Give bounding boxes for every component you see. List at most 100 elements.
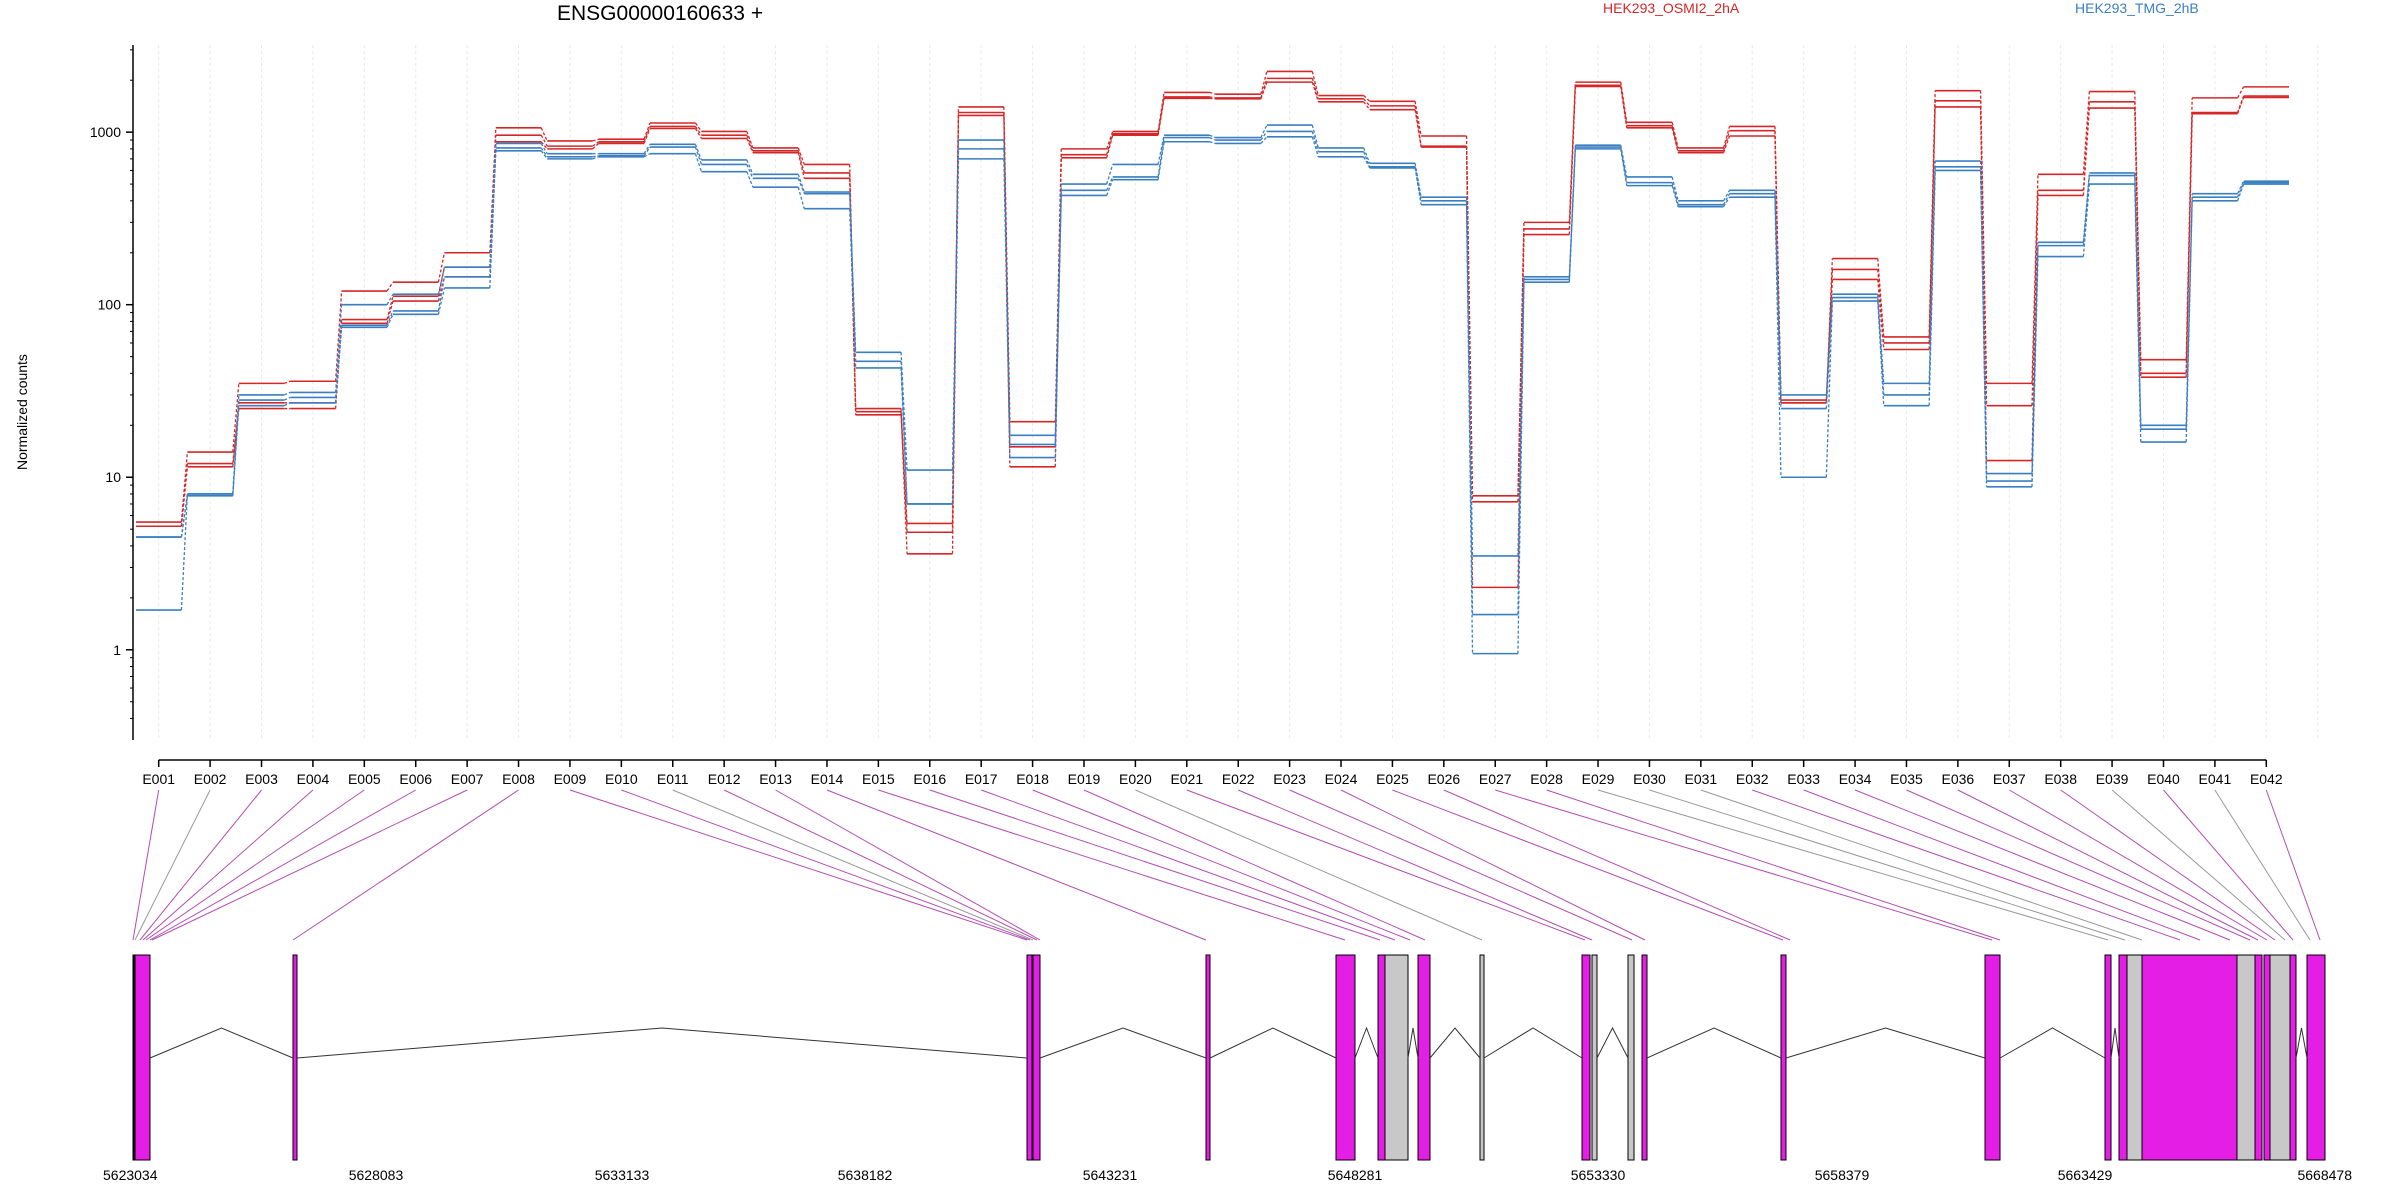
- x-tick-label: E041: [2199, 771, 2232, 787]
- series-transition: [1979, 166, 1988, 482]
- x-tick-label: E039: [2096, 771, 2129, 787]
- intron-line: [1039, 1027, 1207, 1059]
- series-transition: [540, 127, 548, 142]
- series-transition: [334, 304, 343, 393]
- exon-connector: [1495, 789, 1993, 941]
- exon-connector: [929, 789, 1381, 941]
- x-tick-label: E002: [194, 771, 227, 787]
- series-transition: [1825, 258, 1834, 401]
- series-transition: [1722, 135, 1731, 153]
- series-transition: [1054, 195, 1062, 458]
- series-transition: [1568, 148, 1576, 283]
- series-transition: [1620, 148, 1628, 186]
- series-transition: [592, 142, 600, 150]
- series-transition: [1620, 86, 1628, 128]
- exon-block: [1384, 954, 1409, 1161]
- exon-block: [2269, 954, 2291, 1161]
- x-tick-label: E020: [1119, 771, 1152, 787]
- exon-connector: [139, 789, 262, 941]
- x-tick-label: E013: [759, 771, 792, 787]
- exon-connector: [1083, 789, 1426, 941]
- series-transition: [1311, 124, 1319, 149]
- x-tick-label: E032: [1736, 771, 1769, 787]
- series-transition: [1877, 301, 1885, 406]
- series-transition: [1414, 101, 1422, 137]
- series-transition: [1620, 146, 1628, 183]
- legend-item-tmg: HEK293_TMG_2hB: [2075, 0, 2199, 16]
- exon-connector: [1649, 789, 2126, 941]
- exon-block: [1581, 954, 1591, 1161]
- series-transition: [900, 367, 908, 504]
- x-tick-label: E040: [2147, 771, 2180, 787]
- series-transition: [1414, 167, 1422, 205]
- genomic-coordinate-label: 5628083: [349, 1167, 404, 1183]
- exon-block: [1479, 954, 1485, 1161]
- series-transition: [1209, 134, 1216, 139]
- exon-connector: [1032, 789, 1411, 941]
- exon-connector: [1392, 789, 1784, 941]
- series-transition: [2134, 184, 2142, 443]
- series-transition: [643, 146, 651, 157]
- exon-connector: [1186, 789, 1586, 941]
- intron-line: [1785, 1027, 1986, 1059]
- series-transition: [2082, 175, 2091, 246]
- series-transition: [2082, 91, 2091, 175]
- series-transition: [797, 150, 805, 174]
- series-transition: [1722, 193, 1731, 205]
- series-transition: [2185, 113, 2193, 378]
- series-transition: [694, 122, 702, 132]
- series-transition: [1363, 95, 1371, 102]
- exon-block: [292, 954, 298, 1161]
- series-transition: [1671, 185, 1679, 207]
- series-transition: [1568, 147, 1576, 280]
- series-transition: [1106, 176, 1114, 191]
- exon-block: [1417, 954, 1431, 1161]
- intron-line: [1429, 1027, 1481, 1059]
- genomic-coordinate-label: 5658379: [1815, 1167, 1870, 1183]
- x-tick-label: E042: [2250, 771, 2283, 787]
- x-tick-label: E026: [1427, 771, 1460, 787]
- series-line: [136, 70, 2289, 534]
- series-transition: [1877, 258, 1885, 338]
- x-tick-label: E030: [1633, 771, 1666, 787]
- exon-connector: [878, 789, 1346, 941]
- series-transition: [540, 147, 548, 158]
- x-tick-label: E004: [297, 771, 330, 787]
- x-tick-label: E024: [1325, 771, 1358, 787]
- exon-connector: [1854, 789, 2231, 941]
- series-transition: [386, 300, 394, 324]
- x-tick-label: E038: [2044, 771, 2077, 787]
- series-transition: [900, 361, 908, 504]
- series-transition: [1260, 81, 1268, 100]
- series-transition: [1209, 91, 1216, 95]
- exon-connector: [1340, 789, 1646, 941]
- genomic-coordinate-label: 5638182: [838, 1167, 893, 1183]
- x-tick-label: E019: [1068, 771, 1101, 787]
- series-transition: [1157, 92, 1165, 132]
- series-transition: [1671, 127, 1679, 153]
- series-transition: [1722, 126, 1731, 149]
- series-transition: [1722, 130, 1731, 151]
- series-transition: [951, 158, 960, 504]
- x-tick-label: E029: [1582, 771, 1615, 787]
- series-line: [136, 77, 2289, 555]
- exon-connector: [2265, 789, 2321, 941]
- series-transition: [1722, 190, 1731, 202]
- exon-connector: [2214, 789, 2311, 941]
- series-transition: [746, 138, 754, 153]
- series-transition: [1363, 156, 1371, 169]
- exon-block: [1377, 954, 1386, 1161]
- intron-line: [1646, 1027, 1782, 1059]
- series-transition: [1260, 124, 1268, 138]
- series-lines: [136, 70, 2289, 655]
- series-transition: [592, 155, 599, 158]
- series-transition: [2236, 182, 2245, 198]
- y-tick-label: 100: [98, 297, 122, 313]
- series-transition: [849, 208, 857, 368]
- series-transition: [1260, 78, 1268, 99]
- series-transition: [386, 310, 394, 326]
- exon-connector: [672, 789, 1034, 941]
- series-transition: [2237, 180, 2245, 194]
- exon-connector: [145, 789, 365, 941]
- series-transition: [1157, 137, 1165, 178]
